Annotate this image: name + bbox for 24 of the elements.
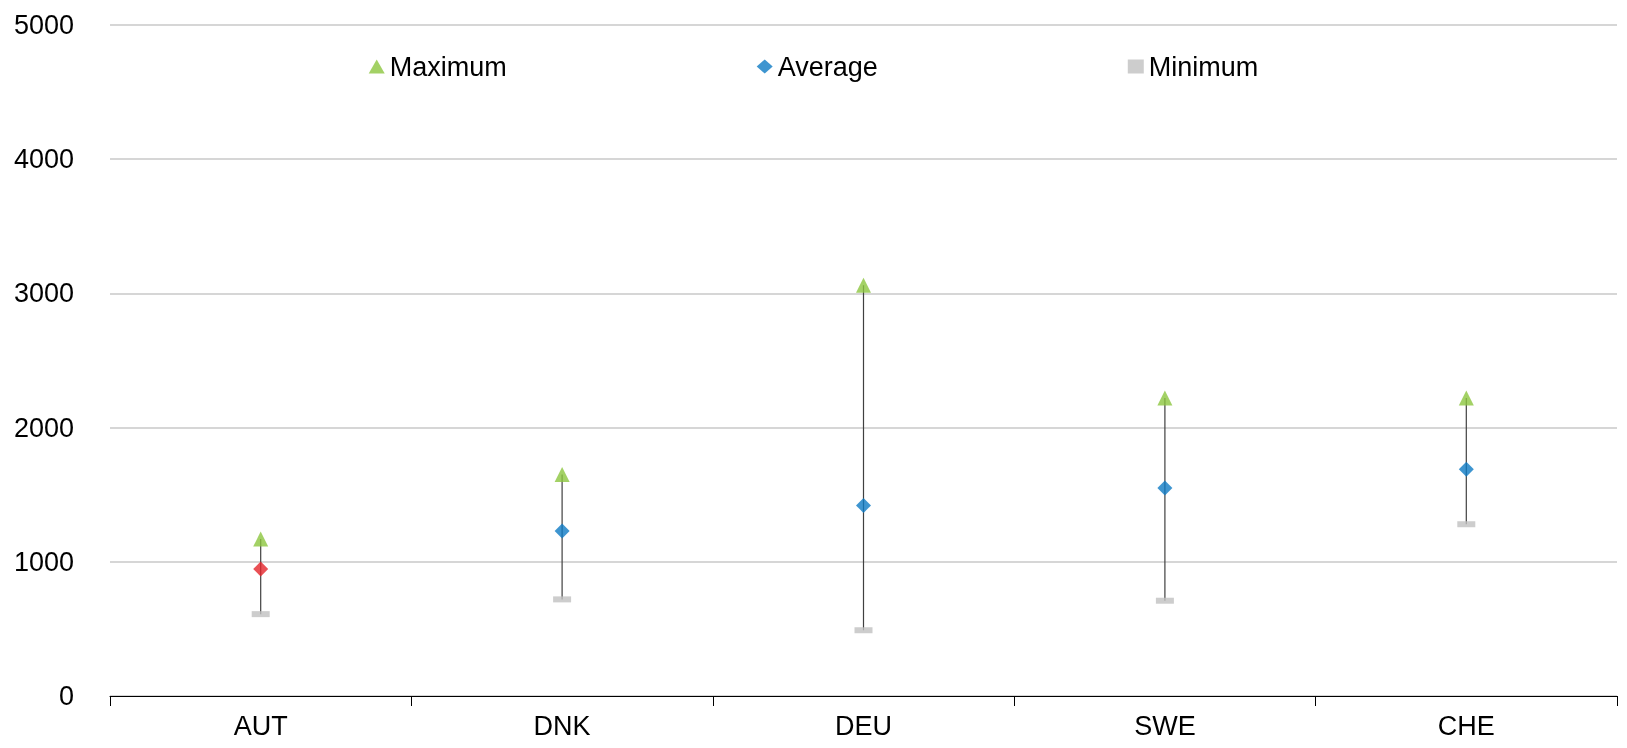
x-tick-label: SWE [1134,710,1196,741]
point [856,277,871,293]
point [1157,390,1173,406]
point [1458,390,1474,406]
legend-label: Minimum [1148,51,1259,82]
legend-label: Average [777,51,878,82]
x-tick-label: AUT [233,710,288,741]
point [856,497,871,513]
point [253,531,269,547]
point [554,523,570,539]
y-tick-label: 5000 [13,10,74,40]
x-tick-label: DNK [533,710,591,741]
x-tick-label: DEU [834,710,893,741]
y-tick-label: 1000 [13,546,74,577]
legend-label: Maximum [389,51,507,82]
point [253,561,269,577]
y-tick-label: 2000 [13,412,74,443]
point [1157,480,1173,496]
point [554,467,570,483]
x-tick-label: CHE [1437,710,1495,741]
point [1458,461,1474,477]
y-tick-label: 4000 [13,144,74,175]
y-tick-label: 0 [58,681,74,711]
y-tick-label: 3000 [13,278,74,309]
